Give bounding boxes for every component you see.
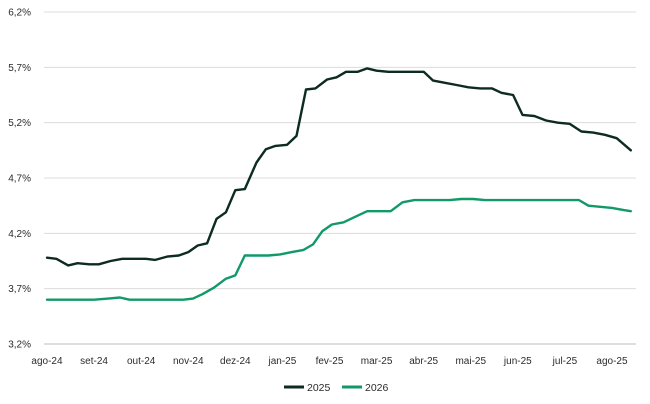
legend: 2025 2026	[284, 382, 389, 394]
x-tick-label: mar-25	[361, 356, 393, 367]
legend-label-2026: 2026	[365, 382, 389, 394]
x-tick-label: jun-25	[503, 356, 532, 367]
y-tick-label: 4,7%	[8, 174, 31, 185]
x-tick-label: fev-25	[316, 356, 344, 367]
x-tick-label: jul-25	[552, 356, 578, 367]
x-tick-label: nov-24	[173, 356, 204, 367]
legend-label-2025: 2025	[307, 382, 331, 394]
x-tick-label: mai-25	[455, 356, 486, 367]
x-tick-label: set-24	[80, 356, 108, 367]
axis-layer: 3,2% 3,7% 4,2% 4,7% 5,2% 5,7% 6,2% ago-24 set-24…	[8, 8, 628, 368]
y-tick-label: 3,2%	[8, 340, 31, 351]
y-tick-label: 5,2%	[8, 118, 31, 129]
series-line-2026	[45, 197, 632, 301]
y-tick-label: 5,7%	[8, 63, 31, 74]
series-layer	[45, 67, 632, 301]
y-tick-label: 4,2%	[8, 229, 31, 240]
x-tick-label: ago-24	[31, 356, 63, 367]
x-tick-label: dez-24	[220, 356, 251, 367]
y-tick-label: 6,2%	[8, 8, 31, 19]
grid-layer	[44, 11, 636, 345]
x-tick-label: ago-25	[596, 356, 628, 367]
x-tick-label: abr-25	[409, 356, 438, 367]
y-tick-label: 3,7%	[8, 284, 31, 295]
x-tick-label: out-24	[127, 356, 156, 367]
x-tick-label: jan-25	[268, 356, 297, 367]
series-line-2025	[45, 67, 632, 267]
